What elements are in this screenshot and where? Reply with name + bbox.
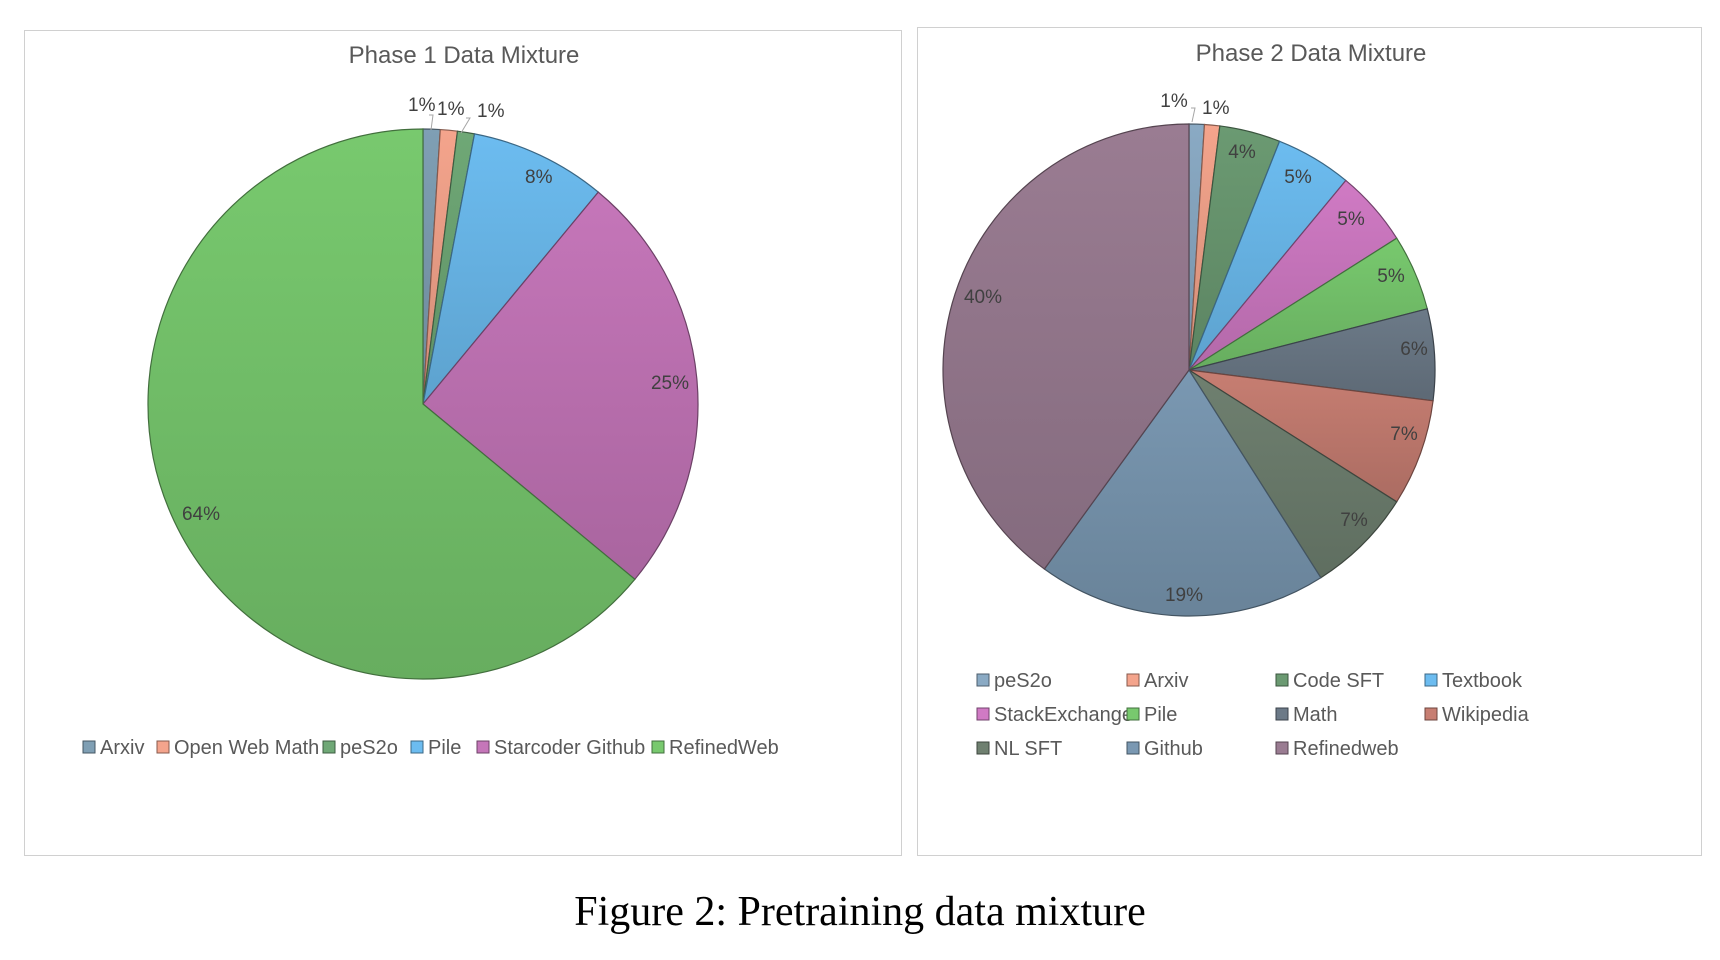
legend-label: Textbook (1442, 670, 1523, 692)
legend-item-pile: Pile (1126, 704, 1177, 726)
legend-swatch (976, 673, 990, 687)
legend-item-refinedweb: Refinedweb (1275, 738, 1399, 760)
legend-label: Pile (1144, 704, 1177, 726)
legend-label: NL SFT (994, 738, 1062, 760)
legend-swatch (1275, 741, 1289, 755)
pie-slice-github (1043, 368, 1322, 617)
legend-item-code-sft: Code SFT (1275, 670, 1384, 692)
legend-label: Refinedweb (1293, 738, 1399, 760)
legend-label: peS2o (340, 737, 398, 759)
legend-item-textbook: Textbook (1424, 670, 1523, 692)
legend-swatch (976, 741, 990, 755)
slice-label-github: 19% (1165, 585, 1203, 606)
legend-label: Arxiv (1144, 670, 1188, 692)
legend: Arxiv Open Web Math peS2o Pile Starcoder Git… (82, 737, 779, 759)
pie-slice-nl-sft (1188, 369, 1398, 579)
legend-item-pile: Pile (410, 737, 461, 759)
legend-swatch (1424, 673, 1438, 687)
legend-label: Code SFT (1293, 670, 1384, 692)
pie-slice-refinedweb (147, 128, 636, 680)
legend-label: Wikipedia (1442, 704, 1530, 726)
legend-label: StackExchange (994, 704, 1133, 726)
legend-swatch (410, 740, 424, 754)
legend-item-github: Github (1126, 738, 1203, 760)
leader-line (429, 114, 434, 131)
slice-label-nl-sft: 7% (1340, 510, 1368, 531)
pie-slice-starcoder-github (422, 191, 699, 581)
legend-swatch (82, 740, 96, 754)
pie-slice-pile (422, 133, 600, 405)
legend-swatch (1126, 673, 1140, 687)
slice-label-refinedweb: 40% (964, 287, 1002, 308)
legend-label: peS2o (994, 670, 1052, 692)
slice-labels: 1% 1% 4% 5% 5% 5% 6% 7% 7% 19% 40% (964, 91, 1428, 606)
legend-item-starcoder-github: Starcoder Github (476, 737, 645, 759)
legend-item-arxiv: Arxiv (1126, 670, 1188, 692)
legend-item-stackexchange: StackExchange (976, 704, 1133, 726)
legend: peS2o Arxiv Code SFT Textbook StackExchange P… (976, 670, 1530, 760)
legend-item-nl-sft: NL SFT (976, 738, 1062, 760)
legend-item-open-web-math: Open Web Math (156, 737, 319, 759)
slice-label-code-sft: 4% (1228, 142, 1256, 163)
slice-label-starcoder-github: 25% (651, 373, 689, 394)
legend-swatch (156, 740, 170, 754)
legend-swatch (976, 707, 990, 721)
legend-item-math: Math (1275, 704, 1337, 726)
pie-slice-refinedweb (942, 123, 1190, 570)
legend-swatch (1126, 707, 1140, 721)
chart-title: Phase 1 Data Mixture (349, 42, 580, 69)
legend-item-pes2o: peS2o (976, 670, 1052, 692)
legend-label: Math (1293, 704, 1337, 726)
legend-label: RefinedWeb (669, 737, 779, 759)
phase1-chart-panel: Phase 1 Data Mixture 1% 1% 1% 8% 25% 64% Arxi… (24, 30, 902, 856)
slice-label-pile: 5% (1377, 266, 1405, 287)
slice-label-pes2o: 1% (1160, 91, 1188, 112)
legend-swatch (322, 740, 336, 754)
legend-label: Pile (428, 737, 461, 759)
slice-labels: 1% 1% 1%8%25%64% (182, 95, 689, 525)
phase2-pie-chart: Phase 2 Data Mixture 1% 1%4%5%5%5%6%7%7%1… (942, 40, 1530, 760)
legend-item-pes2o: peS2o (322, 737, 398, 759)
slice-label-pes2o: 1% (477, 101, 505, 122)
legend-swatch (1424, 707, 1438, 721)
phase2-chart-panel: Phase 2 Data Mixture 1% 1% 4% 5% 5% 5% 6% 7% 7% 1… (917, 27, 1702, 856)
legend-swatch (1275, 673, 1289, 687)
pie-slices (942, 123, 1436, 617)
pie-slices (147, 128, 699, 680)
slice-label-pile: 8% (525, 167, 553, 188)
legend-label: Starcoder Github (494, 737, 645, 759)
chart-title: Phase 2 Data Mixture (1196, 40, 1427, 67)
slice-label-stackexchange: 5% (1337, 209, 1365, 230)
figure-caption: Figure 2: Pretraining data mixture (574, 889, 1146, 935)
legend-label: Arxiv (100, 737, 144, 759)
leader-line (1191, 107, 1196, 123)
phase1-pie-chart: Phase 1 Data Mixture 1% 1% 1%8%25%64% Arxi… (82, 42, 779, 759)
slice-label-refinedweb: 64% (182, 504, 220, 525)
legend-swatch (1275, 707, 1289, 721)
slice-label-arxiv: 1% (1202, 98, 1230, 119)
pie-slice-wikipedia (1188, 369, 1434, 503)
legend-item-wikipedia: Wikipedia (1424, 704, 1530, 726)
slice-label-wikipedia: 7% (1390, 424, 1418, 445)
legend-item-arxiv: Arxiv (82, 737, 144, 759)
legend-label: Open Web Math (174, 737, 319, 759)
slice-label-math: 6% (1400, 339, 1428, 360)
legend-item-refinedweb: RefinedWeb (651, 737, 779, 759)
leader-line (460, 117, 471, 134)
legend-swatch (1126, 741, 1140, 755)
legend-swatch (651, 740, 665, 754)
slice-label-open-web-math: 1% (437, 99, 465, 120)
legend-swatch (476, 740, 490, 754)
slice-label-textbook: 5% (1284, 167, 1312, 188)
legend-label: Github (1144, 738, 1203, 760)
slice-label-arxiv: 1% (408, 95, 436, 116)
